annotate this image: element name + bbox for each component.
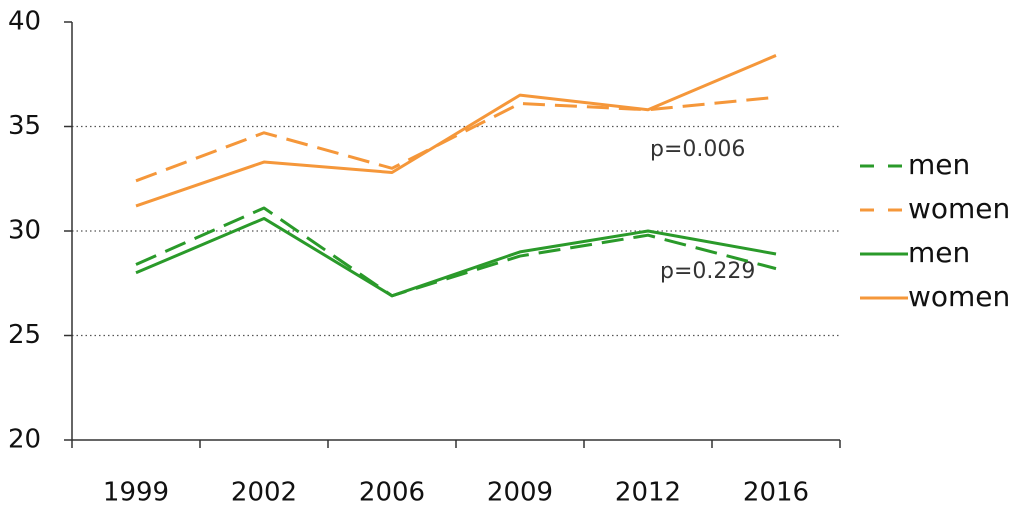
- legend-label: women: [908, 192, 1010, 225]
- annotation: p=0.006: [650, 137, 745, 162]
- y-tick-label: 25: [8, 320, 41, 350]
- x-tick-label: 2009: [487, 478, 553, 506]
- legend-label: women: [908, 280, 1010, 313]
- x-tick-label: 2006: [359, 478, 425, 506]
- legend-label: men: [908, 148, 970, 181]
- x-tick-label: 2012: [615, 478, 681, 506]
- series-line: [135, 54, 777, 208]
- series-line: [135, 206, 777, 298]
- series-line: [135, 216, 777, 298]
- y-tick-label: 40: [8, 7, 41, 37]
- legend-label: men: [908, 236, 970, 269]
- y-tick-label: 30: [8, 216, 41, 246]
- annotation: p=0.229: [660, 259, 755, 284]
- y-tick-label: 20: [8, 425, 41, 455]
- y-tick-label: 35: [8, 111, 41, 141]
- series-line: [135, 95, 777, 183]
- x-tick-label: 2016: [743, 478, 809, 506]
- x-tick-label: 1999: [103, 478, 169, 506]
- x-tick-label: 2002: [231, 478, 297, 506]
